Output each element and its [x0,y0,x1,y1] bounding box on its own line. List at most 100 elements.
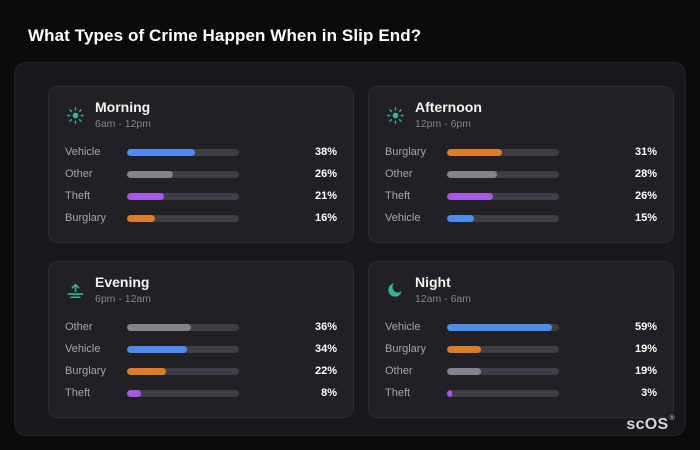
bar-label: Burglary [65,212,106,224]
bar-rows: Vehicle 59% Burglary 19% Other 19% Theft 3% [385,316,657,404]
bar-label: Theft [65,387,91,399]
bar-row-burglary: Burglary 31% [385,141,657,163]
bar-track [447,345,559,353]
bar-row-burglary: Burglary 16% [65,207,337,229]
bar-value: 34% [314,343,337,355]
bar-fill [127,367,167,375]
bar-fill [447,148,503,156]
bar-row-theft: Theft 21% [65,185,337,207]
bar-fill [127,214,156,222]
brand-logo: scOS® [626,415,675,434]
registered-mark: ® [669,415,675,422]
bar-label: Vehicle [65,146,101,158]
bar-value: 38% [314,146,337,158]
bar-track [127,170,239,178]
card-title: Morning [95,99,151,115]
bar-row-other: Other 28% [385,163,657,185]
card-night: Night 12am - 6am Vehicle 59% Burglary 19% Othe… [368,261,674,418]
bar-track [127,148,239,156]
moon-icon [385,280,405,300]
bar-value: 3% [641,387,657,399]
bar-label: Vehicle [385,321,421,333]
bar-track [127,192,239,200]
bar-value: 26% [314,168,337,180]
bar-label: Other [65,168,93,180]
bar-value: 15% [634,212,657,224]
card-title: Afternoon [415,99,482,115]
bar-fill [127,323,191,331]
cards-grid: Morning 6am - 12pm Vehicle 38% Other 26% Theft… [48,86,685,418]
bar-track [447,214,559,222]
bar-value: 21% [314,190,337,202]
bar-row-other: Other 26% [65,163,337,185]
bar-row-other: Other 36% [65,316,337,338]
bar-track [127,389,239,397]
card-title: Evening [95,274,150,290]
bar-label: Burglary [65,365,106,377]
bar-fill [447,192,494,200]
sun-icon [385,105,405,125]
bar-row-burglary: Burglary 22% [65,360,337,382]
sun-icon [65,105,85,125]
bar-row-burglary: Burglary 19% [385,338,657,360]
bar-track [447,389,559,397]
bar-label: Vehicle [385,212,421,224]
card-header: Night 12am - 6am [385,275,657,305]
card-header: Afternoon 12pm - 6pm [385,100,657,130]
bar-label: Theft [65,190,91,202]
bar-track [127,367,239,375]
bar-value: 31% [634,146,657,158]
bar-row-theft: Theft 26% [385,185,657,207]
bar-fill [447,214,474,222]
bar-value: 26% [634,190,657,202]
card-subtitle: 6am - 12pm [95,118,152,130]
card-morning: Morning 6am - 12pm Vehicle 38% Other 26% Theft… [48,86,354,243]
bar-label: Burglary [385,343,426,355]
card-afternoon: Afternoon 12pm - 6pm Burglary 31% Other 28% Th… [368,86,674,243]
bar-track [447,367,559,375]
bar-value: 22% [314,365,337,377]
bar-label: Other [385,168,413,180]
bar-row-theft: Theft 8% [65,382,337,404]
bar-value: 19% [634,365,657,377]
bar-track [127,323,239,331]
bar-track [447,323,559,331]
bar-track [447,148,559,156]
bar-track [127,345,239,353]
bar-value: 19% [634,343,657,355]
bar-row-vehicle: Vehicle 34% [65,338,337,360]
bar-fill [447,170,497,178]
card-header: Evening 6pm - 12am [65,275,337,305]
bar-track [447,192,559,200]
page-title: What Types of Crime Happen When in Slip … [28,26,422,45]
bar-fill [127,345,188,353]
bar-label: Theft [385,190,411,202]
bar-label: Other [385,365,413,377]
crime-times-panel: Morning 6am - 12pm Vehicle 38% Other 26% Theft… [14,62,686,436]
bar-label: Theft [385,387,411,399]
bar-fill [447,345,481,353]
card-subtitle: 6pm - 12am [95,293,152,305]
bar-row-vehicle: Vehicle 59% [385,316,657,338]
bar-rows: Burglary 31% Other 28% Theft 26% Vehicle 15% [385,141,657,229]
sunset-icon [65,280,85,300]
bar-value: 36% [314,321,337,333]
bar-fill [447,367,481,375]
card-title: Night [415,274,451,290]
bar-row-vehicle: Vehicle 38% [65,141,337,163]
bar-row-other: Other 19% [385,360,657,382]
bar-label: Other [65,321,93,333]
bar-label: Burglary [385,146,426,158]
bar-value: 8% [321,387,337,399]
bar-rows: Vehicle 38% Other 26% Theft 21% Burglary 16% [65,141,337,229]
bar-value: 28% [634,168,657,180]
brand-text: scOS [626,416,669,433]
bar-row-theft: Theft 3% [385,382,657,404]
bar-rows: Other 36% Vehicle 34% Burglary 22% Theft 8% [65,316,337,404]
card-subtitle: 12pm - 6pm [415,118,472,130]
bar-row-vehicle: Vehicle 15% [385,207,657,229]
bar-value: 59% [634,321,657,333]
card-subtitle: 12am - 6am [415,293,472,305]
bar-fill [447,323,552,331]
bar-fill [127,192,165,200]
